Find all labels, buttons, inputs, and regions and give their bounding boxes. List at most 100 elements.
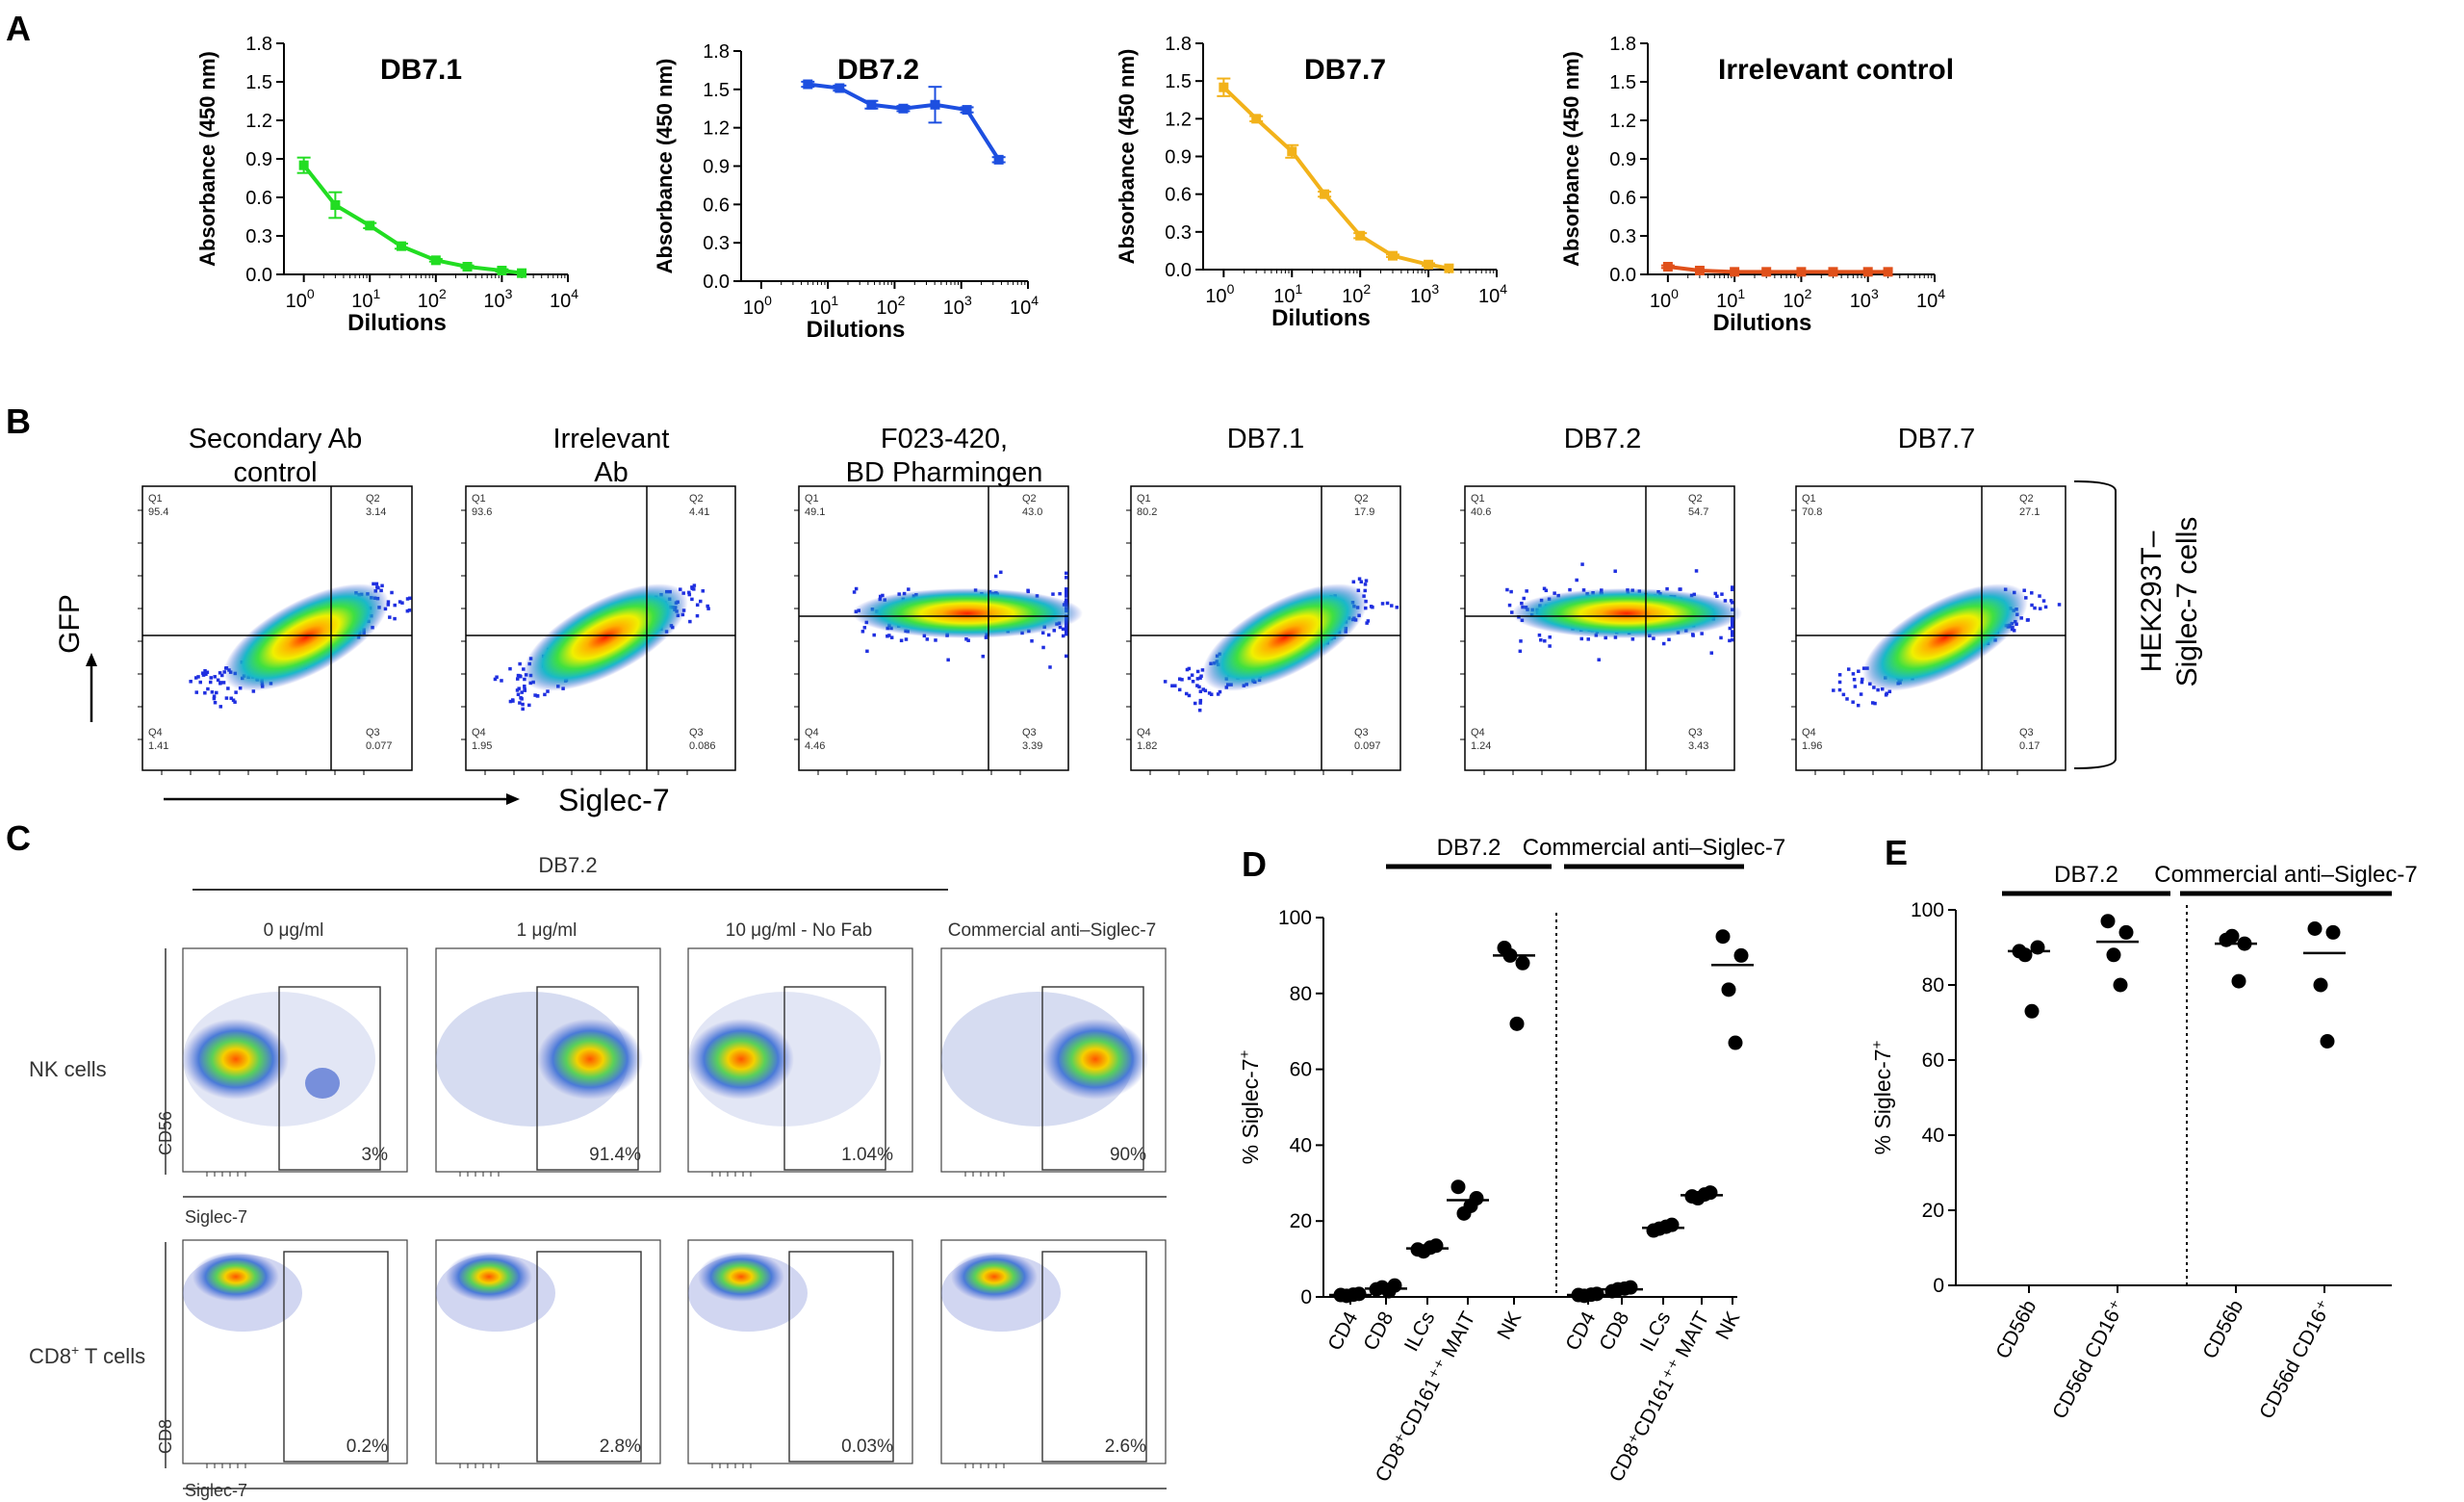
panel-letter-d: D [1242, 844, 1267, 884]
a-ytick-label-0-2: 0.6 [245, 188, 272, 209]
a-ytick-label-1-6: 1.8 [703, 41, 730, 63]
b-event-3-154 [1380, 602, 1385, 606]
b-event-0-167 [218, 671, 222, 675]
b-event-2-53 [854, 586, 859, 591]
b-event-4-84 [1731, 601, 1734, 605]
panel-e-dot-plot: 0 20 40 60 80 100 % Siglec-7+ DB7.2 Commercial a… [1869, 862, 2418, 1422]
b-q2-label-2: Q2 [1022, 493, 1037, 505]
b-event-3-42 [1390, 604, 1394, 608]
a-xlabel-1: Dilutions [807, 317, 906, 343]
b-q1-label-4: Q1 [1471, 493, 1485, 505]
c-density-0-1 [537, 1019, 643, 1100]
panel_d-ylabel: % Siglec-7+ [1237, 1049, 1263, 1164]
b-q2-value-3: 17.9 [1354, 506, 1374, 518]
a-ytick-label-3-5: 1.5 [1609, 72, 1636, 93]
b-event-2-4 [1058, 591, 1062, 596]
panel_e-point-0-1 [2030, 940, 2045, 955]
b-event-4-37 [1544, 588, 1549, 593]
b-event-0-49 [388, 615, 392, 619]
c-pct-1-2: 0.03% [841, 1437, 893, 1457]
b-event-1-118 [688, 619, 692, 624]
b-event-4-31 [1543, 638, 1547, 643]
panel_e-point-3-0 [2307, 921, 2323, 936]
b-event-4-111 [1731, 633, 1734, 637]
a-title-1: DB7.2 [837, 54, 919, 86]
a-point-1-4 [930, 99, 940, 110]
panel_e-point-3-1 [2325, 924, 2341, 940]
b-event-2-78 [872, 633, 876, 637]
panel-c-gating-plots: DB7.2 NK cells CD8+ T cells CD56 Siglec-… [29, 853, 1167, 1500]
b-event-4-80 [1700, 632, 1704, 635]
b-event-3-24 [1187, 666, 1192, 671]
b-q1-value-3: 80.2 [1137, 506, 1157, 518]
c-density-0-2 [688, 1019, 794, 1100]
b-event-3-128 [1177, 687, 1182, 692]
b-event-1-54 [687, 592, 692, 597]
b-event-3-50 [1365, 621, 1369, 625]
b-event-5-64 [1851, 672, 1856, 676]
b-event-4-76 [1509, 589, 1513, 594]
a-ytick-label-3-3: 0.9 [1609, 149, 1636, 170]
b-event-2-154 [862, 626, 867, 630]
panel_d-group-label-0: DB7.2 [1437, 835, 1502, 861]
b-event-5-157 [1873, 701, 1877, 706]
a-point-0-4 [430, 255, 441, 266]
panel-letter-e: E [1885, 833, 1908, 872]
b-event-5-148 [2057, 603, 2062, 607]
c-pct-0-3: 90% [1110, 1145, 1146, 1165]
panel_e-point-0-2 [2017, 947, 2033, 963]
b-event-5-152 [2030, 603, 2034, 608]
panel-d-dot-plot: 0 20 40 60 80 100 % Siglec-7+ DB7.2 Commercial a… [1237, 835, 1785, 1486]
b-event-2-62 [1061, 627, 1065, 632]
panel_d-xtick-label-4: NK [1493, 1308, 1526, 1344]
b-event-3-71 [1198, 689, 1203, 693]
b-event-2-124 [1065, 628, 1068, 632]
a-point-0-3 [396, 241, 406, 251]
b-event-3-29 [1163, 680, 1168, 684]
b-event-0-25 [189, 680, 192, 684]
b-event-0-7 [218, 705, 223, 709]
b-event-0-40 [374, 582, 379, 586]
a-ytick-label-1-3: 0.9 [703, 157, 730, 178]
b-q2-label-1: Q2 [689, 493, 704, 505]
b-q4-value-4: 1.24 [1471, 740, 1491, 752]
a-point-3-4 [1796, 267, 1807, 277]
b-event-1-57 [511, 699, 515, 703]
b-event-0-117 [194, 690, 199, 694]
b-q1-label-0: Q1 [148, 493, 163, 505]
a-point-3-3 [1761, 267, 1772, 277]
b-event-4-161 [1678, 587, 1681, 591]
c-pct-1-1: 2.8% [600, 1437, 641, 1457]
c-gate-1-0 [283, 1251, 389, 1463]
a-xtick-label-1-0: 100 [743, 293, 772, 319]
siglec-arrow-head [506, 793, 520, 805]
b-event-3-48 [1351, 580, 1356, 584]
b-event-3-36 [1363, 588, 1367, 593]
c-gate-1-1 [536, 1251, 642, 1463]
b-event-4-50 [1522, 596, 1527, 601]
b-title-1-1: Irrelevant [553, 424, 670, 454]
b-event-0-76 [229, 696, 233, 701]
a-ytick-label-0-0: 0.0 [245, 265, 272, 286]
b-event-5-129 [2025, 618, 2030, 622]
c-gate-0-2 [783, 986, 886, 1171]
panel_d-ytick-label-5: 100 [1278, 907, 1312, 929]
b-q4-value-0: 1.41 [148, 740, 168, 752]
panel_e-group-label-1: Commercial anti–Siglec-7 [2154, 862, 2417, 888]
b-event-2-116 [1065, 576, 1068, 580]
b-q3-value-1: 0.086 [689, 740, 716, 752]
a-xtick-label-0-4: 104 [550, 286, 578, 312]
b-event-3-99 [1218, 689, 1222, 694]
b-event-0-121 [221, 681, 226, 685]
b-event-1-89 [519, 674, 523, 679]
b-event-5-160 [1853, 685, 1858, 688]
b-event-2-166 [1065, 626, 1068, 630]
b-event-4-49 [1537, 633, 1542, 637]
nk-cells-label: NK cells [29, 1057, 107, 1081]
c-gate-0-0 [278, 986, 381, 1171]
b-event-0-166 [233, 700, 237, 704]
a-ytick-label-3-4: 1.2 [1609, 111, 1636, 132]
b-event-1-44 [535, 694, 540, 698]
b-event-4-34 [1568, 587, 1572, 592]
b-event-2-13 [881, 593, 885, 598]
